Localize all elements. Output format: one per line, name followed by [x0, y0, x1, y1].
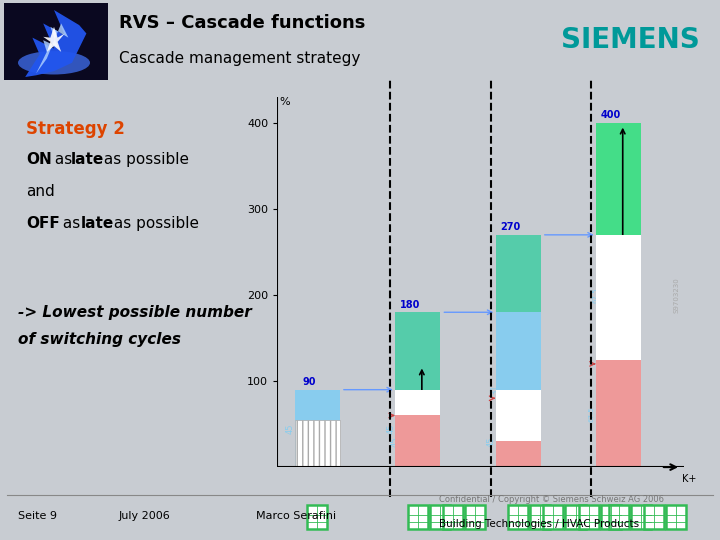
- Text: as: as: [58, 216, 85, 231]
- Text: 180: 180: [400, 300, 420, 309]
- Text: OFF: OFF: [26, 216, 60, 231]
- Polygon shape: [36, 23, 68, 73]
- Bar: [294, 420, 340, 467]
- Bar: [600, 505, 621, 529]
- Bar: [395, 312, 441, 467]
- Bar: [631, 505, 651, 529]
- Text: 45: 45: [386, 423, 395, 434]
- Text: 90: 90: [302, 377, 316, 387]
- Text: 67.5: 67.5: [588, 406, 595, 422]
- Text: Cascade management strategy: Cascade management strategy: [119, 51, 360, 66]
- Text: July 2006: July 2006: [119, 511, 171, 522]
- Text: %: %: [279, 97, 290, 106]
- Text: 45: 45: [286, 423, 294, 434]
- Bar: [596, 235, 642, 467]
- Bar: [644, 505, 664, 529]
- Text: as possible: as possible: [109, 216, 199, 231]
- Bar: [465, 505, 485, 529]
- Text: late: late: [71, 152, 104, 167]
- Bar: [579, 505, 598, 529]
- Bar: [307, 505, 328, 529]
- FancyBboxPatch shape: [4, 3, 108, 80]
- Bar: [495, 235, 541, 467]
- Text: of switching cycles: of switching cycles: [18, 332, 181, 347]
- Text: Marco Serafini: Marco Serafini: [256, 511, 336, 522]
- Text: 45: 45: [487, 436, 495, 447]
- Text: 45: 45: [390, 436, 399, 447]
- Text: K+: K+: [682, 474, 696, 484]
- Text: 280: 280: [626, 234, 635, 249]
- Text: 31: 31: [490, 384, 500, 395]
- Bar: [495, 441, 541, 467]
- Text: 60: 60: [425, 437, 436, 446]
- Bar: [395, 390, 441, 415]
- Bar: [495, 312, 541, 467]
- Bar: [596, 235, 642, 360]
- Bar: [395, 415, 441, 467]
- Bar: [596, 360, 642, 467]
- Bar: [608, 505, 629, 529]
- Text: 30: 30: [526, 450, 536, 458]
- Ellipse shape: [18, 51, 90, 75]
- Text: 270: 270: [500, 222, 521, 232]
- Polygon shape: [25, 8, 86, 77]
- Bar: [544, 505, 564, 529]
- Bar: [596, 123, 642, 467]
- Bar: [495, 390, 541, 441]
- Text: 180: 180: [526, 382, 534, 397]
- Bar: [294, 390, 340, 467]
- Bar: [508, 505, 528, 529]
- Bar: [408, 505, 428, 529]
- Polygon shape: [43, 27, 65, 52]
- Text: Seite 9: Seite 9: [18, 511, 57, 522]
- Bar: [596, 235, 642, 467]
- Text: as: as: [50, 152, 78, 167]
- Bar: [443, 505, 463, 529]
- Text: late: late: [81, 216, 114, 231]
- Text: Building Technologies / HVAC Products: Building Technologies / HVAC Products: [439, 519, 639, 530]
- Text: 120: 120: [425, 408, 434, 423]
- Text: ON: ON: [26, 152, 52, 167]
- Text: SIEMENS: SIEMENS: [561, 26, 699, 54]
- Text: Confidential / Copyright © Siemens Schweiz AG 2006: Confidential / Copyright © Siemens Schwe…: [439, 495, 665, 504]
- Text: 400: 400: [600, 110, 621, 120]
- Bar: [430, 505, 450, 529]
- Text: Strategy 2: Strategy 2: [26, 120, 125, 138]
- Text: as possible: as possible: [99, 152, 189, 167]
- Bar: [395, 390, 441, 467]
- Bar: [531, 505, 550, 529]
- Bar: [666, 505, 686, 529]
- Text: 67.5: 67.5: [593, 287, 598, 303]
- Text: 125: 125: [626, 409, 642, 418]
- Text: S9703230: S9703230: [674, 277, 680, 313]
- Text: 60: 60: [325, 436, 333, 447]
- Text: -> Lowest possible number: -> Lowest possible number: [18, 305, 252, 320]
- Text: RVS – Cascade functions: RVS – Cascade functions: [119, 15, 365, 32]
- Text: and: and: [26, 184, 55, 199]
- Bar: [565, 505, 585, 529]
